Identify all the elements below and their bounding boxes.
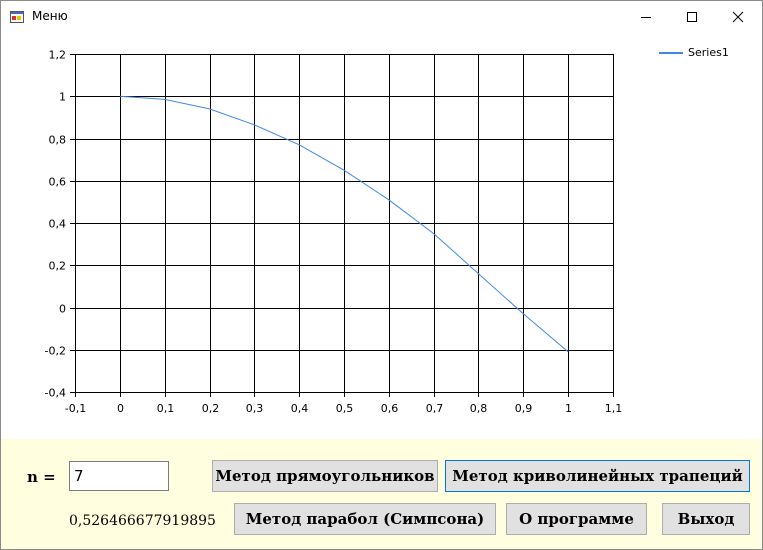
simpson-method-button[interactable]: Метод парабол (Симпсона) (234, 503, 496, 535)
x-tick-label: 1 (565, 402, 572, 415)
y-tick-label: 0,6 (49, 176, 67, 189)
x-tick-label: 1,1 (605, 402, 623, 415)
window-title: Меню (32, 9, 68, 23)
close-button[interactable] (715, 1, 761, 32)
x-tick-label: 0,3 (246, 402, 264, 415)
x-tick-label: 0,6 (381, 402, 399, 415)
x-tick-label: 0,9 (515, 402, 533, 415)
x-tick-label: 0,5 (336, 402, 354, 415)
y-tick-label: 0,8 (49, 134, 67, 147)
chart-area: -0,1 0 0,1 0,2 0,3 0,4 0,5 0,6 0,7 0,8 0,9 1 1,1 1,2 1… (1, 32, 762, 439)
x-tick-label: 0,8 (470, 402, 488, 415)
x-tick-label: 0,7 (426, 402, 444, 415)
legend-series-line (659, 51, 683, 54)
about-button[interactable]: О программе (506, 503, 647, 535)
app-form-icon[interactable] (10, 9, 24, 23)
x-tick-label: 0,2 (202, 402, 220, 415)
x-tick-label: 0,1 (157, 402, 175, 415)
y-tick-label: 1 (59, 91, 66, 104)
n-input[interactable] (69, 461, 169, 491)
y-tick-label: 0,2 (49, 260, 67, 273)
controls-panel: n = 0,526466677919895 Метод прямоугольни… (1, 439, 762, 549)
title-bar[interactable]: Меню (1, 1, 762, 32)
x-tick-label: 0 (117, 402, 124, 415)
y-tick-label: -0,2 (45, 345, 66, 358)
legend-series-label: Series1 (688, 46, 729, 59)
x-tick-label: 0,4 (291, 402, 309, 415)
y-tick-label: 0 (59, 303, 66, 316)
close-icon (732, 11, 744, 22)
series-line (119, 95, 569, 353)
maximize-button[interactable] (669, 1, 715, 32)
x-tick-label: -0,1 (65, 402, 86, 415)
y-tick-label: 1,2 (49, 49, 67, 62)
trapezoid-method-button[interactable]: Метод криволинейных трапеций (445, 460, 750, 492)
n-label: n = (27, 468, 56, 486)
result-value: 0,526466677919895 (69, 513, 216, 529)
line-chart: -0,1 0 0,1 0,2 0,3 0,4 0,5 0,6 0,7 0,8 0,9 1 1,1 1,2 1… (45, 49, 623, 416)
plot-border (75, 54, 614, 393)
chart-legend: Series1 (659, 46, 729, 59)
y-tick-label: -0,4 (45, 387, 66, 400)
y-tick-label: 0,4 (49, 218, 67, 231)
minimize-icon (641, 16, 651, 18)
minimize-button[interactable] (623, 1, 669, 32)
maximize-icon (687, 11, 697, 22)
exit-button[interactable]: Выход (662, 503, 750, 535)
rectangle-method-button[interactable]: Метод прямоугольников (212, 460, 438, 492)
